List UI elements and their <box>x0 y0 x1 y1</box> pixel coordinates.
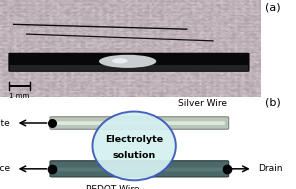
FancyBboxPatch shape <box>8 53 250 72</box>
Text: solution: solution <box>112 151 156 160</box>
FancyBboxPatch shape <box>50 117 229 129</box>
FancyBboxPatch shape <box>54 121 225 125</box>
Text: (b): (b) <box>265 97 281 107</box>
Text: PEDOT Wire: PEDOT Wire <box>86 185 139 189</box>
Text: (a): (a) <box>265 3 281 13</box>
FancyBboxPatch shape <box>50 161 229 177</box>
Text: Silver Wire: Silver Wire <box>178 99 227 108</box>
FancyBboxPatch shape <box>10 65 248 71</box>
Text: 1 mm: 1 mm <box>9 93 30 99</box>
Ellipse shape <box>112 58 128 64</box>
Ellipse shape <box>92 112 176 180</box>
Text: Source: Source <box>0 164 10 173</box>
Text: Electrolyte: Electrolyte <box>105 135 163 144</box>
Text: Drain: Drain <box>258 164 282 173</box>
Text: Gate: Gate <box>0 119 10 128</box>
Ellipse shape <box>99 55 156 68</box>
FancyBboxPatch shape <box>54 167 225 171</box>
